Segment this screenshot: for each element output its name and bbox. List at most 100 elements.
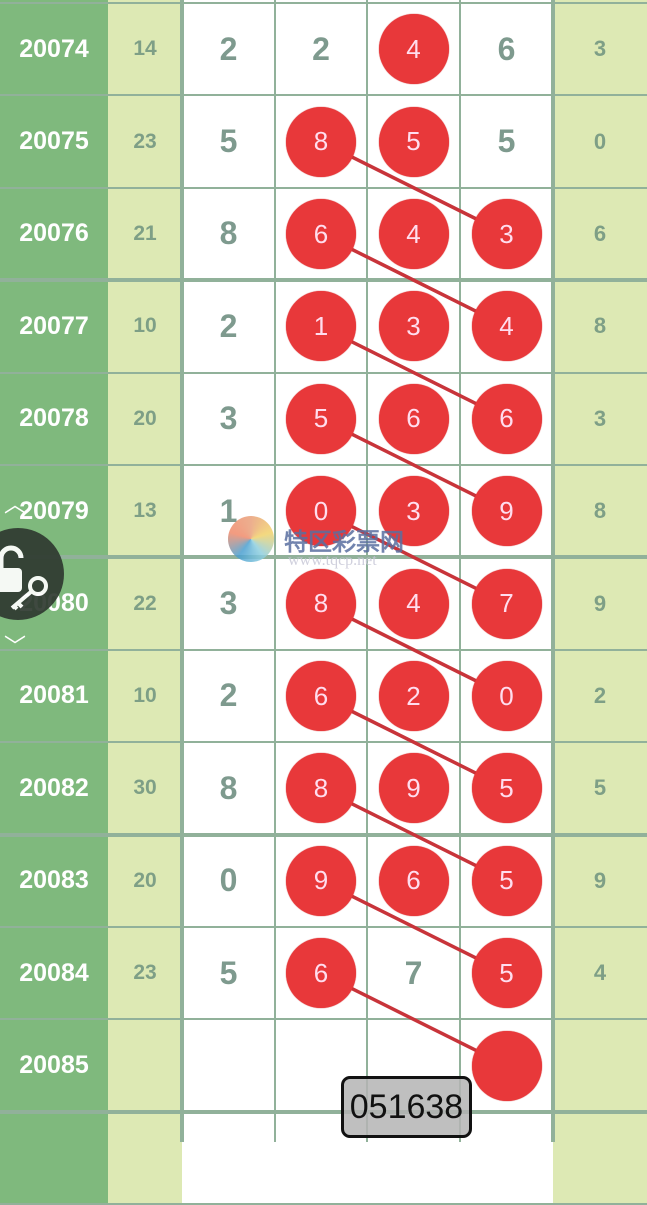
grid-line-h xyxy=(0,832,647,837)
grid-line-h xyxy=(0,1109,647,1114)
grid-line-v xyxy=(366,0,368,1142)
tail-cell: 8 xyxy=(553,280,647,373)
hit-ball: 5 xyxy=(471,938,542,1009)
hit-ball: 8 xyxy=(286,753,356,824)
tail-cell: 4 xyxy=(553,927,647,1020)
digit-cell: 2 xyxy=(275,3,367,96)
tail-cell: 0 xyxy=(553,95,647,188)
issue-cell: 20083 xyxy=(0,834,108,927)
hit-ball: 5 xyxy=(471,845,542,916)
issue-cell: 20079 xyxy=(0,465,108,558)
lock-key-button[interactable] xyxy=(0,528,64,620)
tail-cell: 6 xyxy=(553,187,647,281)
hit-ball: 3 xyxy=(378,291,449,362)
hit-ball: 9 xyxy=(378,753,449,824)
issue-cell: 20076 xyxy=(0,187,108,281)
sum-cell: 10 xyxy=(108,280,182,373)
hit-ball: 0 xyxy=(286,476,356,547)
digit-cell: 3 xyxy=(182,372,275,465)
tail-cell: 3 xyxy=(553,372,647,465)
sum-cell: 30 xyxy=(108,742,182,835)
hit-ball: 6 xyxy=(471,383,542,454)
grid-line-h xyxy=(0,371,647,374)
watermark: 特区彩票网 www.tqcp.net xyxy=(228,516,404,569)
issue-cell: 20075 xyxy=(0,95,108,188)
digit-cell: 2 xyxy=(182,649,275,743)
issue-cell: 20074 xyxy=(0,3,108,96)
tail-cell: 9 xyxy=(553,834,647,927)
issue-cell: 20078 xyxy=(0,372,108,465)
hit-ball: 5 xyxy=(471,753,542,824)
hit-ball: 9 xyxy=(286,845,356,916)
hit-ball: 8 xyxy=(286,568,356,639)
grid-line-v xyxy=(274,0,276,1142)
issue-cell: 20081 xyxy=(0,649,108,743)
digit-cell: 2 xyxy=(182,280,275,373)
grid-line-h xyxy=(0,555,647,560)
digit-cell: 5 xyxy=(182,927,275,1020)
hit-ball: 6 xyxy=(378,383,449,454)
tail-cell: 2 xyxy=(553,649,647,743)
digit-cell xyxy=(182,1019,275,1112)
sum-cell: 23 xyxy=(108,927,182,1020)
hit-ball: 4 xyxy=(378,568,449,639)
grid-line-h xyxy=(0,186,647,189)
sum-cell xyxy=(108,1019,182,1112)
sum-cell: 20 xyxy=(108,372,182,465)
hit-ball: 5 xyxy=(286,383,356,454)
hit-ball: 7 xyxy=(471,568,542,639)
hit-ball: 4 xyxy=(378,199,449,269)
digit-cell: 3 xyxy=(182,557,275,650)
sum-cell: 21 xyxy=(108,187,182,281)
watermark-url: www.tqcp.net xyxy=(288,552,377,569)
grid-line-h xyxy=(0,648,647,651)
issue-cell xyxy=(0,0,108,3)
hit-ball: 9 xyxy=(471,476,542,547)
sum-cell xyxy=(108,0,182,3)
hit-ball: 6 xyxy=(286,661,356,731)
hit-ball: 2 xyxy=(378,661,449,731)
grid-line-h xyxy=(0,278,647,283)
issue-cell: 20085 xyxy=(0,1019,108,1112)
digit-cell: 0 xyxy=(182,834,275,927)
tail-cell xyxy=(553,0,647,3)
grid-line-h xyxy=(0,464,647,466)
sum-cell: 14 xyxy=(108,3,182,96)
hit-ball xyxy=(471,1030,542,1101)
chevron-down-icon[interactable]: ﹀ xyxy=(4,634,27,659)
watermark-name: 特区彩票网 xyxy=(284,528,404,556)
hit-ball: 4 xyxy=(378,14,449,85)
sum-cell: 10 xyxy=(108,649,182,743)
grid-line-h xyxy=(0,926,647,928)
grid-line-h xyxy=(0,2,647,4)
hit-ball: 1 xyxy=(286,291,356,362)
digit-cell: 8 xyxy=(182,187,275,281)
digit-cell: 5 xyxy=(182,95,275,188)
code-popup: 051638 xyxy=(341,1076,472,1138)
sum-cell: 22 xyxy=(108,557,182,650)
digit-cell: 5 xyxy=(460,95,553,188)
hit-ball: 3 xyxy=(471,199,542,269)
grid-line-v xyxy=(459,0,461,1142)
hit-ball: 6 xyxy=(378,845,449,916)
issue-cell: 20082 xyxy=(0,742,108,835)
grid-line-v xyxy=(551,0,555,1142)
grid-line-h xyxy=(0,741,647,744)
watermark-logo-icon xyxy=(228,516,274,562)
tail-cell: 3 xyxy=(553,3,647,96)
grid-line-h xyxy=(0,94,647,97)
digit-cell: 6 xyxy=(460,3,553,96)
tail-cell: 8 xyxy=(553,465,647,558)
hit-ball: 6 xyxy=(286,938,356,1009)
sum-cell: 13 xyxy=(108,465,182,558)
issue-cell: 20077 xyxy=(0,280,108,373)
chevron-up-icon[interactable]: ︿ xyxy=(4,492,27,517)
hit-ball: 4 xyxy=(471,291,542,362)
sum-cell: 23 xyxy=(108,95,182,188)
grid-line-h xyxy=(0,1018,647,1021)
hit-ball: 5 xyxy=(378,106,449,177)
hit-ball: 0 xyxy=(471,661,542,731)
tail-cell: 5 xyxy=(553,742,647,835)
tail-cell xyxy=(553,1019,647,1112)
issue-cell: 20084 xyxy=(0,927,108,1020)
